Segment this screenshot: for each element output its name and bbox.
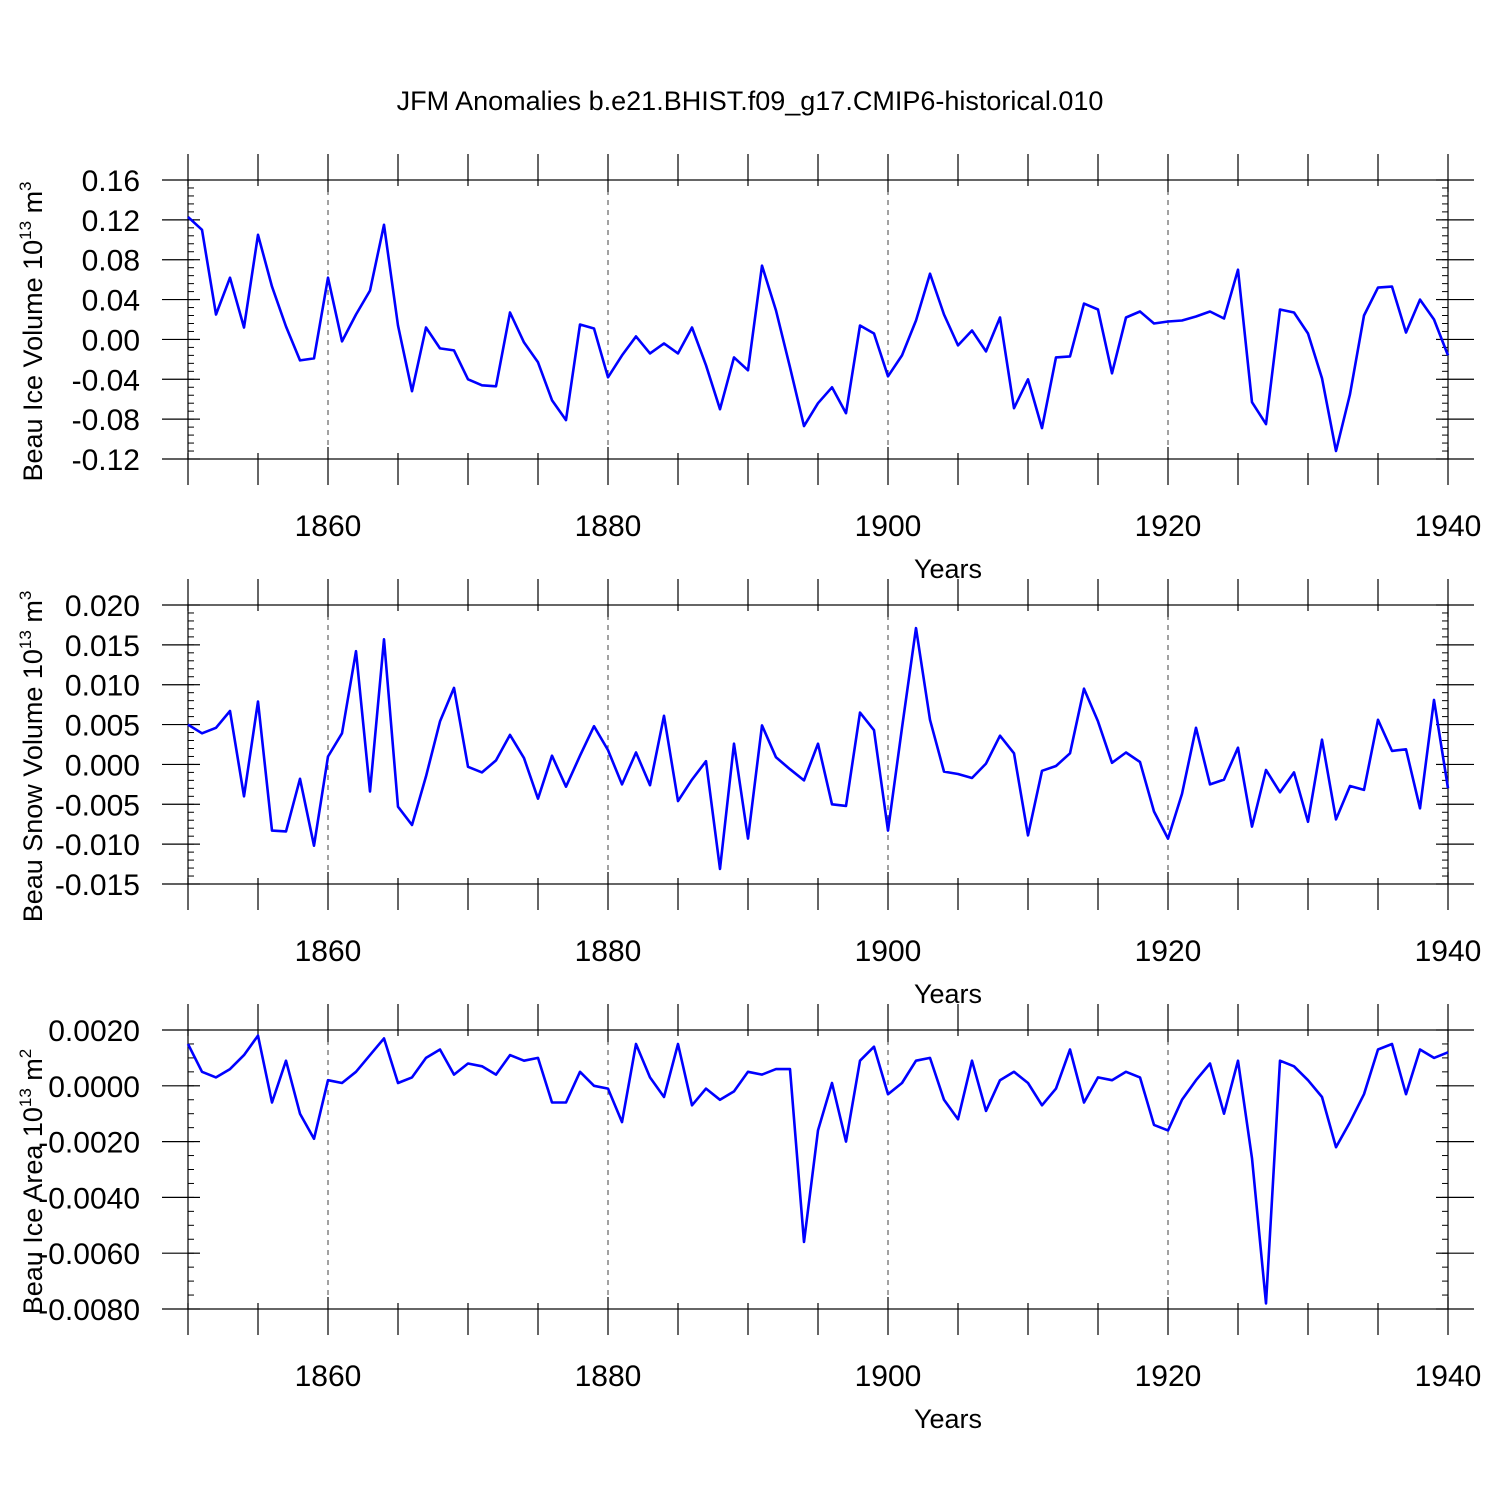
- y-axis-label-main: Beau Ice Area 10: [18, 1107, 48, 1314]
- y-tick-label: 0.12: [82, 205, 140, 238]
- x-tick-label: 1860: [295, 510, 362, 543]
- y-axis-label: Beau Ice Area 1013 m2: [16, 1049, 48, 1315]
- x-tick-label: 1880: [575, 510, 642, 543]
- x-tick-label: 1920: [1135, 935, 1202, 968]
- chart-panel-1: 0.16 0.12 0.08 0.04 0.00 -0.04 -0.08 -0.12 1860 1…: [16, 154, 1481, 584]
- y-tick-label: -0.010: [55, 829, 140, 862]
- x-tick-label: 1900: [855, 1360, 922, 1393]
- y-tick-label: -0.0080: [38, 1294, 140, 1327]
- x-tick-label: 1860: [295, 935, 362, 968]
- y-tick-label: -0.0060: [38, 1238, 140, 1271]
- x-tick-label: 1880: [575, 935, 642, 968]
- y-axis-label: Beau Ice Volume 1013 m3: [16, 181, 48, 481]
- y-tick-label: -0.005: [55, 789, 140, 822]
- x-tick-label: 1880: [575, 1360, 642, 1393]
- y-axis-label-exponent: 13: [16, 1088, 35, 1107]
- chart-panel-3: 0.0020 0.0000 -0.0020 -0.0040 -0.0060 -0.0080…: [16, 1004, 1481, 1434]
- y-tick-label: 0.010: [65, 670, 140, 703]
- y-tick-label: -0.0040: [38, 1182, 140, 1215]
- y-axis-label-unit: m: [18, 1058, 48, 1088]
- y-tick-label: 0.020: [65, 590, 140, 623]
- y-axis-label-unit: m: [18, 600, 48, 630]
- y-axis-label: Beau Snow Volume 1013 m3: [16, 591, 48, 923]
- page-title: JFM Anomalies b.e21.BHIST.f09_g17.CMIP6-…: [396, 86, 1104, 116]
- y-axis-label-exponent: 13: [16, 221, 35, 240]
- chart-panel-2: 0.020 0.015 0.010 0.005 0.000 -0.005 -0.010 -0.…: [16, 579, 1481, 1009]
- x-axis-label: Years: [914, 979, 982, 1009]
- y-tick-label: 0.000: [65, 749, 140, 782]
- y-tick-label: 0.08: [82, 245, 140, 278]
- y-tick-label: -0.015: [55, 869, 140, 902]
- y-tick-label: -0.0020: [38, 1127, 140, 1160]
- x-tick-label: 1940: [1415, 1360, 1482, 1393]
- y-tick-label: -0.08: [72, 404, 140, 437]
- y-axis-label-main: Beau Ice Volume 10: [18, 240, 48, 482]
- y-axis-label-unit-exponent: 3: [16, 181, 35, 190]
- x-tick-label: 1900: [855, 935, 922, 968]
- x-tick-label: 1920: [1135, 510, 1202, 543]
- series-line: [186, 1034, 1449, 1305]
- y-tick-label: 0.005: [65, 710, 140, 743]
- y-tick-label: 0.0000: [48, 1071, 140, 1104]
- y-axis-label-unit-exponent: 3: [16, 591, 35, 600]
- y-tick-label: -0.12: [72, 444, 140, 477]
- x-tick-label: 1900: [855, 510, 922, 543]
- x-tick-label: 1940: [1415, 510, 1482, 543]
- y-tick-label: 0.16: [82, 165, 140, 198]
- y-axis-label-main: Beau Snow Volume 10: [18, 649, 48, 922]
- y-axis-label-unit-exponent: 2: [16, 1049, 35, 1058]
- y-tick-label: 0.00: [82, 324, 140, 357]
- x-axis-label: Years: [914, 554, 982, 584]
- y-axis-label-exponent: 13: [16, 630, 35, 649]
- y-tick-label: -0.04: [72, 364, 140, 397]
- series-line: [187, 215, 1450, 453]
- x-axis-label: Years: [914, 1404, 982, 1434]
- plot-frame: [187, 179, 1449, 460]
- x-tick-label: 1860: [295, 1360, 362, 1393]
- y-axis-label-unit: m: [18, 191, 48, 221]
- x-tick-label: 1920: [1135, 1360, 1202, 1393]
- y-tick-label: 0.04: [82, 285, 140, 318]
- series-line: [187, 626, 1450, 871]
- y-tick-label: 0.0020: [48, 1015, 140, 1048]
- plot-frame: [187, 1029, 1449, 1310]
- x-tick-label: 1940: [1415, 935, 1482, 968]
- y-tick-label: 0.015: [65, 630, 140, 663]
